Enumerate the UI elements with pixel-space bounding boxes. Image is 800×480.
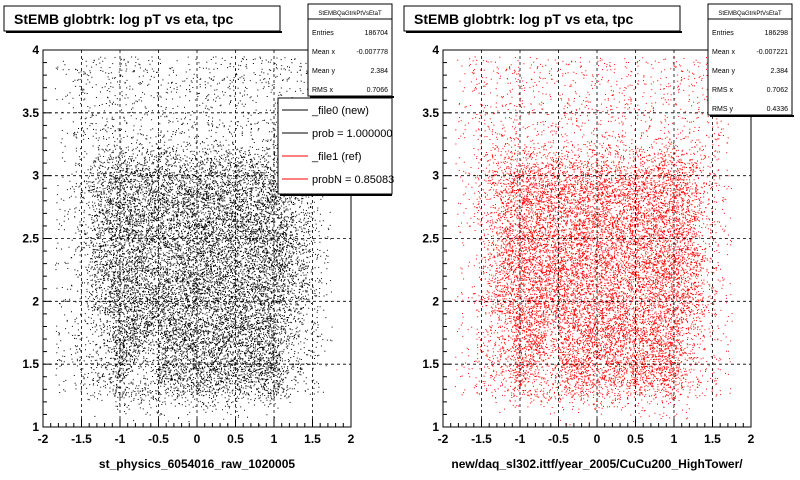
x-tick-label: -1.5 <box>71 432 92 446</box>
y-tick-label: 2 <box>432 294 439 308</box>
stats-name: StEMBQaGtrkPtVsEtaT <box>718 11 782 17</box>
y-tick-label: 3 <box>432 169 439 183</box>
stats-label: Mean x <box>312 49 335 56</box>
scatter-points <box>454 56 733 426</box>
y-tick-label: 1 <box>32 420 39 434</box>
stats-name: StEMBQaGtrkPtVsEtaT <box>318 11 382 17</box>
title-box-shadow <box>6 31 282 33</box>
stats-label: Entries <box>712 30 734 37</box>
y-tick-label: 4 <box>432 43 439 57</box>
legend-entry-label: _file0 (new) <box>311 105 369 117</box>
stats-value: 2.384 <box>770 68 788 75</box>
title-box-shadow <box>406 31 682 33</box>
stats-value: 186704 <box>365 30 388 37</box>
y-tick-label: 1.5 <box>422 357 439 371</box>
y-tick-label: 4 <box>32 43 39 57</box>
y-tick-label: 2 <box>32 294 39 308</box>
x-tick-label: 1.5 <box>704 432 721 446</box>
legend-shadow <box>280 194 392 196</box>
x-tick-label: -1 <box>115 432 126 446</box>
x-tick-label: 0 <box>194 432 201 446</box>
stats-value: 2.384 <box>370 68 388 75</box>
stats-value: 0.4336 <box>767 106 789 113</box>
stats-value: -0.007778 <box>356 49 388 56</box>
stats-value: 0.7066 <box>367 87 389 94</box>
x-tick-label: 0.5 <box>227 432 244 446</box>
chart-title: StEMB globtrk: log pT vs eta, tpc <box>14 11 234 27</box>
x-tick-label: -2 <box>38 432 49 446</box>
legend-entry-label: _file1 (ref) <box>311 151 362 163</box>
y-tick-label: 3 <box>32 169 39 183</box>
x-tick-label: 2 <box>748 432 755 446</box>
y-tick-label: 3.5 <box>22 106 39 120</box>
x-tick-label: 0 <box>594 432 601 446</box>
y-tick-label: 1.5 <box>22 357 39 371</box>
stats-label: RMS y <box>712 106 734 113</box>
x-tick-label: -1.5 <box>471 432 492 446</box>
stats-box <box>707 3 793 116</box>
y-tick-label: 1 <box>432 420 439 434</box>
stats-box-shadow <box>710 115 794 117</box>
stats-label: RMS x <box>312 87 334 94</box>
x-axis-label: new/daq_sl302.ittf/year_2005/CuCu200_Hig… <box>451 457 743 471</box>
stats-label: RMS x <box>712 87 734 94</box>
x-axis-label: st_physics_6054016_raw_1020005 <box>99 457 295 471</box>
legend-box <box>277 97 393 195</box>
stats-value: 0.7062 <box>767 87 789 94</box>
stats-label: Mean y <box>712 68 735 75</box>
x-tick-label: -1 <box>515 432 526 446</box>
legend-entry-label: prob = 1.000000 <box>312 128 392 140</box>
y-tick-label: 3.5 <box>422 106 439 120</box>
stats-value: -0.007221 <box>756 49 788 56</box>
scatter-points <box>54 56 333 426</box>
stats-label: Mean y <box>312 68 335 75</box>
x-tick-label: 2 <box>348 432 355 446</box>
x-tick-label: 0.5 <box>627 432 644 446</box>
stats-label: Entries <box>312 30 334 37</box>
x-tick-label: 1.5 <box>304 432 321 446</box>
x-tick-label: -2 <box>438 432 449 446</box>
stats-label: Mean x <box>712 49 735 56</box>
y-tick-label: 2.5 <box>422 232 439 246</box>
chart-panel-2: -2 -1.5 -1 -0.5 0 0.5 1 1.5 2 1 1.5 2 2.5 3 3.5 4 new/da… <box>403 3 794 471</box>
x-tick-label: 1 <box>271 432 278 446</box>
x-tick-label: -0.5 <box>148 432 169 446</box>
x-tick-label: 1 <box>671 432 678 446</box>
x-tick-label: -0.5 <box>548 432 569 446</box>
y-tick-label: 2.5 <box>22 232 39 246</box>
stats-box-shadow <box>310 96 394 98</box>
stats-value: 186298 <box>765 30 788 37</box>
legend-entry-label: probN = 0.85083 <box>312 174 394 186</box>
title-box <box>3 5 281 32</box>
chart-panel-1: -2 -1.5 -1 -0.5 0 0.5 1 1.5 2 1 1.5 2 2.5 3 3.5 4 st_phy… <box>3 3 394 471</box>
chart-title: StEMB globtrk: log pT vs eta, tpc <box>414 11 634 27</box>
